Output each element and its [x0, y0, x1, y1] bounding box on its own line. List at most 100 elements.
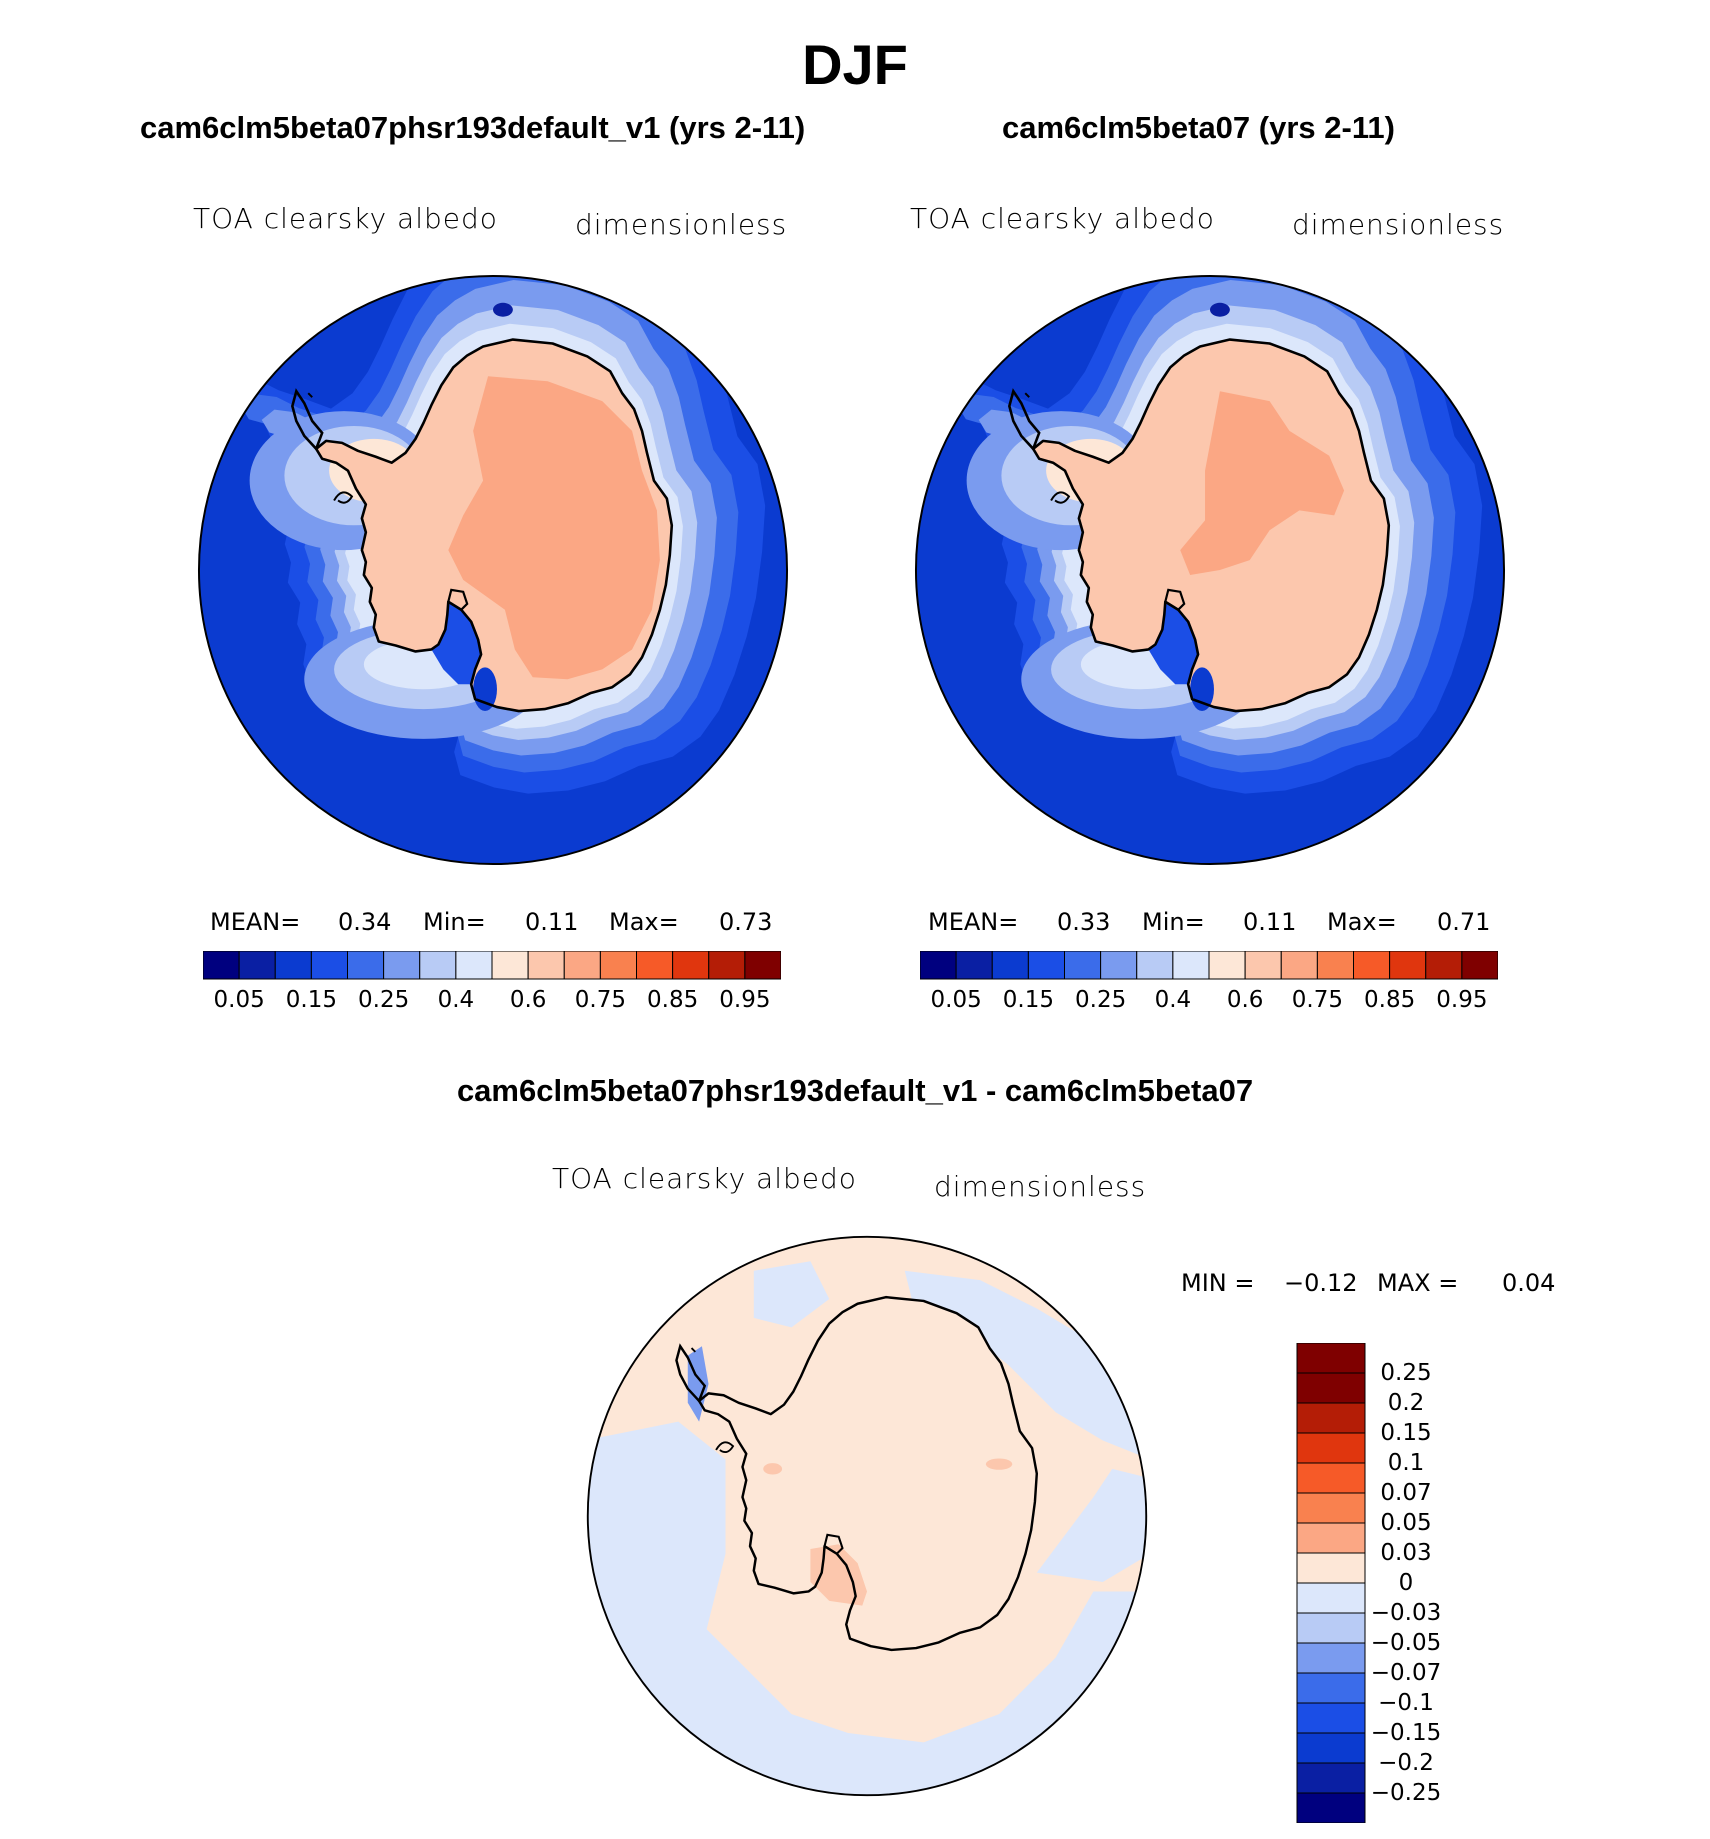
panel-1-max-value: 0.73	[719, 908, 773, 936]
colorbar-swatch	[1244, 951, 1282, 980]
colorbar-tick-label: −0.07	[1370, 1660, 1442, 1686]
colorbar-swatch	[1296, 1343, 1366, 1374]
panel-1-title: cam6clm5beta07phsr193default_v1 (yrs 2-1…	[140, 110, 806, 145]
colorbar-tick-label: 0.4	[437, 987, 475, 1013]
colorbar-swatch	[599, 951, 637, 980]
colorbar-swatch	[1296, 1672, 1366, 1704]
colorbar-swatch	[1425, 951, 1463, 980]
colorbar-swatch	[1461, 951, 1498, 980]
colorbar-swatch	[1208, 951, 1246, 980]
colorbar-swatch	[310, 951, 348, 980]
panel-1-min-label: Min=	[423, 908, 486, 936]
colorbar-tick-label: −0.1	[1378, 1690, 1434, 1716]
colorbar-tick-label: 0	[1398, 1570, 1414, 1596]
colorbar-tick-label: −0.2	[1378, 1750, 1434, 1776]
colorbar-swatch	[383, 951, 421, 980]
colorbar-swatch	[1100, 951, 1138, 980]
colorbar-swatch	[274, 951, 312, 980]
colorbar-swatch	[1296, 1552, 1366, 1584]
panel-1-min-value: 0.11	[525, 908, 579, 936]
diff-panel-min-label: MIN =	[1181, 1269, 1255, 1297]
panel-1-colorbar	[203, 951, 781, 980]
colorbar-swatch	[1027, 951, 1065, 980]
panel-1-units-label: dimensionless	[575, 208, 788, 241]
colorbar-tick-label: 0.05	[930, 987, 982, 1013]
colorbar-tick-label: 0.25	[1380, 1360, 1432, 1386]
colorbar-swatch	[203, 951, 240, 980]
colorbar-swatch	[1296, 1402, 1366, 1434]
colorbar-swatch	[672, 951, 710, 980]
colorbar-swatch	[1172, 951, 1210, 980]
diff-panel-title: cam6clm5beta07phsr193default_v1 - cam6cl…	[456, 1073, 1254, 1108]
diff-panel-units-label: dimensionless	[934, 1170, 1147, 1203]
colorbar-swatch	[1296, 1462, 1366, 1494]
colorbar-tick-label: 0.25	[358, 987, 410, 1013]
colorbar-tick-label: 0.6	[1226, 987, 1264, 1013]
colorbar-tick-label: 0.95	[719, 987, 771, 1013]
panel-1-map-boundary	[197, 274, 789, 866]
colorbar-tick-label: 0.1	[1387, 1450, 1425, 1476]
colorbar-swatch	[1296, 1732, 1366, 1764]
colorbar-tick-label: 0.25	[1075, 987, 1127, 1013]
colorbar-swatch	[1296, 1492, 1366, 1524]
colorbar-tick-label: 0.15	[1002, 987, 1054, 1013]
colorbar-swatch	[1353, 951, 1391, 980]
colorbar-tick-label: 0.15	[1380, 1420, 1432, 1446]
colorbar-swatch	[1296, 1642, 1366, 1674]
colorbar-tick-label: 0.95	[1436, 987, 1488, 1013]
colorbar-tick-label: 0.2	[1387, 1390, 1425, 1416]
panel-2-units-label: dimensionless	[1292, 208, 1505, 241]
colorbar-tick-label: 0.85	[647, 987, 699, 1013]
colorbar-tick-label: 0.03	[1380, 1540, 1432, 1566]
colorbar-swatch	[955, 951, 993, 980]
panel-1-mean-label: MEAN=	[210, 908, 301, 936]
diff-panel-map-boundary	[586, 1235, 1148, 1797]
colorbar-swatch	[1296, 1762, 1366, 1794]
colorbar-swatch	[991, 951, 1029, 980]
panel-2-min-label: Min=	[1142, 908, 1205, 936]
panel-2-mean-value: 0.33	[1057, 908, 1111, 936]
colorbar-tick-label: −0.05	[1370, 1630, 1442, 1656]
panel-2-variable-label: TOA clearsky albedo	[910, 202, 1215, 235]
panel-1-max-label: Max=	[609, 908, 679, 936]
colorbar-swatch	[491, 951, 529, 980]
colorbar-tick-label: 0.75	[1291, 987, 1343, 1013]
colorbar-tick-label: 0.15	[285, 987, 337, 1013]
colorbar-tick-label: 0.05	[1380, 1510, 1432, 1536]
colorbar-swatch	[1296, 1432, 1366, 1464]
panel-2-mean-label: MEAN=	[928, 908, 1019, 936]
colorbar-swatch	[1296, 1522, 1366, 1554]
panel-2-title: cam6clm5beta07 (yrs 2-11)	[1002, 110, 1395, 145]
panel-1-mean-value: 0.34	[338, 908, 392, 936]
colorbar-swatch	[1296, 1792, 1366, 1823]
panel-2-map-boundary	[914, 274, 1506, 866]
figure-title: DJF	[802, 33, 908, 96]
panel-2-map-fill	[915, 275, 1505, 865]
panel-1-variable-label: TOA clearsky albedo	[193, 202, 498, 235]
colorbar-swatch	[1296, 1372, 1366, 1404]
colorbar-tick-label: 0.05	[213, 987, 265, 1013]
panel-2-colorbar	[920, 951, 1498, 980]
panel-2-polar-map	[914, 274, 1506, 866]
colorbar-tick-label: 0.07	[1380, 1480, 1432, 1506]
diff-panel-max-label: MAX =	[1377, 1269, 1459, 1297]
panel-2-min-value: 0.11	[1243, 908, 1297, 936]
colorbar-swatch	[1280, 951, 1318, 980]
colorbar-tick-label: 0.75	[574, 987, 626, 1013]
colorbar-swatch	[527, 951, 565, 980]
panel-1-polar-map	[197, 274, 789, 866]
colorbar-swatch	[920, 951, 957, 980]
colorbar-tick-label: −0.03	[1370, 1600, 1442, 1626]
panel-2-max-label: Max=	[1327, 908, 1397, 936]
colorbar-swatch	[1296, 1612, 1366, 1644]
panel-2-max-value: 0.71	[1437, 908, 1491, 936]
diff-panel-min-value: −0.12	[1284, 1269, 1358, 1297]
diff-panel-polar-map	[586, 1235, 1148, 1797]
colorbar-swatch	[563, 951, 601, 980]
panel-1-map-fill	[198, 275, 788, 865]
colorbar-tick-label: 0.6	[509, 987, 547, 1013]
colorbar-tick-label: 0.4	[1154, 987, 1192, 1013]
diff-panel-colorbar	[1296, 1343, 1366, 1823]
colorbar-tick-label: −0.25	[1370, 1780, 1442, 1806]
colorbar-swatch	[1064, 951, 1102, 980]
